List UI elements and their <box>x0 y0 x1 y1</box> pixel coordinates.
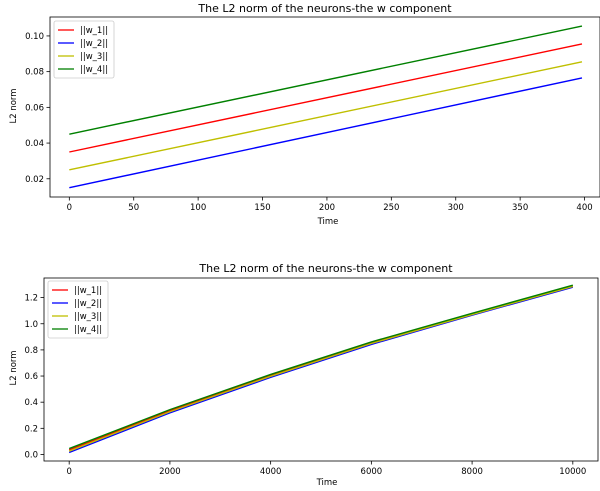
chart-2-legend: ||w_1|| ||w_2|| ||w_3|| ||w_4|| <box>47 280 109 339</box>
chart-1-axes-group: 0 50 100 150 200 250 300 350 400 0.02 0.04 0.06 0.08… <box>25 16 600 213</box>
chart-2-plot-frame <box>43 277 599 462</box>
chart-1-series-3-line <box>69 61 583 171</box>
chart-2-y-tick-label-4: 0.6 <box>24 372 38 382</box>
chart-2-series-group <box>68 284 574 454</box>
chart-1-x-tick-label-4: 150 <box>254 203 270 213</box>
chart-2-ylabel: L2 norm <box>9 350 19 385</box>
chart-2-xlabel: Time <box>316 478 338 488</box>
chart-2-title: The L2 norm of the neurons-the w compone… <box>198 262 453 275</box>
chart-1-x-tick-label-3: 100 <box>190 203 206 213</box>
chart-2-series-4-line <box>68 284 574 450</box>
chart-1-ylabel: L2 norm <box>9 88 19 123</box>
chart-1-x-tick-label-6: 250 <box>383 203 399 213</box>
chart-1: The L2 norm of the neurons-the w compone… <box>9 2 600 227</box>
chart-1-y-tick-label-1: 0.02 <box>25 175 44 185</box>
chart-1-legend-box <box>53 20 115 79</box>
chart-1-title: The L2 norm of the neurons-the w compone… <box>197 2 452 15</box>
chart-1-x-tick-label-8: 350 <box>512 203 528 213</box>
chart-1-x-tick-label-2: 50 <box>128 203 139 213</box>
chart-2-legend-label-3: ||w_3|| <box>74 312 102 322</box>
chart-2: The L2 norm of the neurons-the w compone… <box>9 262 599 488</box>
chart-2-x-tick-label-1: 0 <box>66 467 71 477</box>
chart-2-y-tick-label-1: 0.0 <box>24 450 38 460</box>
chart-1-y-tick-label-2: 0.04 <box>25 139 44 149</box>
chart-2-x-tick-label-6: 10000 <box>559 467 586 477</box>
chart-1-x-tick-label-1: 0 <box>67 203 72 213</box>
chart-1-y-tick-label-5: 0.10 <box>25 32 44 42</box>
chart-1-y-tick-label-4: 0.08 <box>25 68 44 78</box>
chart-2-legend-label-4: ||w_4|| <box>74 325 102 335</box>
chart-1-legend-label-2: ||w_2|| <box>80 39 108 49</box>
chart-2-y-tick-label-7: 1.2 <box>24 294 38 304</box>
chart-2-legend-label-1: ||w_1|| <box>74 286 102 296</box>
chart-2-x-tick-label-2: 2000 <box>159 467 181 477</box>
chart-1-x-tick-label-5: 200 <box>319 203 335 213</box>
chart-2-x-tick-label-4: 6000 <box>361 467 383 477</box>
chart-1-x-tick-label-7: 300 <box>448 203 464 213</box>
chart-2-x-tick-label-5: 8000 <box>461 467 483 477</box>
chart-2-series-3-line <box>68 285 574 452</box>
chart-1-series-4-line <box>69 25 583 135</box>
chart-1-series-group <box>69 25 583 189</box>
chart-1-series-1-line <box>69 43 583 153</box>
chart-2-series-1-line <box>68 285 574 451</box>
chart-2-series-2-line <box>68 286 574 454</box>
chart-1-legend-label-4: ||w_4|| <box>80 65 108 75</box>
chart-2-y-tick-label-2: 0.2 <box>24 424 38 434</box>
chart-2-axes-group: 0 2000 4000 6000 8000 10000 0.0 0.2 0.4 0.6 0.8 1.0… <box>24 277 599 477</box>
chart-2-y-tick-label-3: 0.4 <box>24 398 38 408</box>
chart-1-plot-frame <box>49 16 600 198</box>
chart-1-legend-label-1: ||w_1|| <box>80 26 108 36</box>
chart-2-x-tick-label-3: 4000 <box>260 467 282 477</box>
chart-1-legend: ||w_1|| ||w_2|| ||w_3|| ||w_4|| <box>53 20 115 79</box>
chart-1-xlabel: Time <box>317 217 339 227</box>
chart-2-y-tick-label-5: 0.8 <box>24 346 38 356</box>
chart-1-y-tick-label-3: 0.06 <box>25 103 44 113</box>
chart-2-legend-box <box>47 280 109 339</box>
chart-2-legend-label-2: ||w_2|| <box>74 299 102 309</box>
chart-1-legend-label-3: ||w_3|| <box>80 52 108 62</box>
chart-1-x-tick-label-9: 400 <box>576 203 592 213</box>
chart-1-series-2-line <box>69 77 583 189</box>
chart-2-y-tick-label-6: 1.0 <box>24 320 38 330</box>
